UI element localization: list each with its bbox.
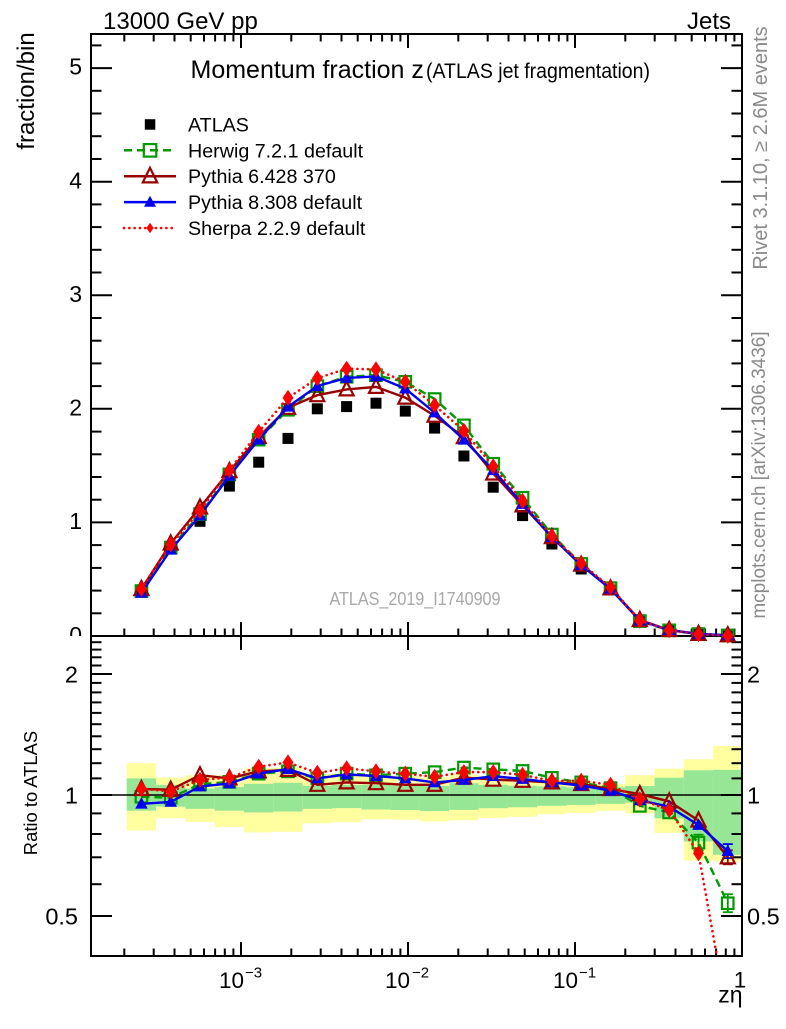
svg-text:mcplots.cern.ch [arXiv:1306.34: mcplots.cern.ch [arXiv:1306.3436] xyxy=(749,331,770,618)
svg-text:Pythia 6.428 370: Pythia 6.428 370 xyxy=(188,166,336,188)
svg-text:4: 4 xyxy=(69,167,82,193)
svg-text:Momentum fraction z: Momentum fraction z xyxy=(191,56,424,84)
svg-text:10: 10 xyxy=(219,968,244,993)
svg-text:1: 1 xyxy=(69,508,82,534)
svg-text:(ATLAS jet fragmentation): (ATLAS jet fragmentation) xyxy=(426,60,650,83)
svg-text:−1: −1 xyxy=(579,965,596,982)
svg-text:0.5: 0.5 xyxy=(747,903,780,929)
svg-text:Pythia 8.308 default: Pythia 8.308 default xyxy=(188,192,363,214)
svg-text:2: 2 xyxy=(747,661,760,687)
svg-text:5: 5 xyxy=(69,54,82,80)
svg-text:fraction/bin: fraction/bin xyxy=(13,32,40,149)
svg-text:Herwig 7.2.1 default: Herwig 7.2.1 default xyxy=(188,140,364,162)
svg-text:3: 3 xyxy=(69,281,82,307)
svg-text:ATLAS_2019_I1740909: ATLAS_2019_I1740909 xyxy=(330,589,501,610)
svg-text:Sherpa 2.2.9 default: Sherpa 2.2.9 default xyxy=(188,218,366,240)
svg-text:1: 1 xyxy=(734,968,747,993)
svg-text:Jets: Jets xyxy=(687,8,731,35)
svg-text:1: 1 xyxy=(747,782,760,808)
svg-text:ATLAS: ATLAS xyxy=(188,114,249,136)
svg-text:13000 GeV pp: 13000 GeV pp xyxy=(103,8,258,35)
svg-text:2: 2 xyxy=(65,661,78,687)
svg-text:0.5: 0.5 xyxy=(45,903,78,929)
svg-text:Ratio to ATLAS: Ratio to ATLAS xyxy=(20,731,41,855)
svg-text:zη: zη xyxy=(718,982,742,1008)
svg-text:0: 0 xyxy=(69,622,82,648)
svg-text:−2: −2 xyxy=(412,965,429,982)
svg-text:−3: −3 xyxy=(245,965,262,982)
svg-text:1: 1 xyxy=(65,782,78,808)
svg-text:10: 10 xyxy=(553,968,578,993)
svg-text:Rivet 3.1.10, ≥ 2.6M events: Rivet 3.1.10, ≥ 2.6M events xyxy=(750,26,772,269)
svg-text:2: 2 xyxy=(69,394,82,420)
svg-text:10: 10 xyxy=(385,968,410,993)
